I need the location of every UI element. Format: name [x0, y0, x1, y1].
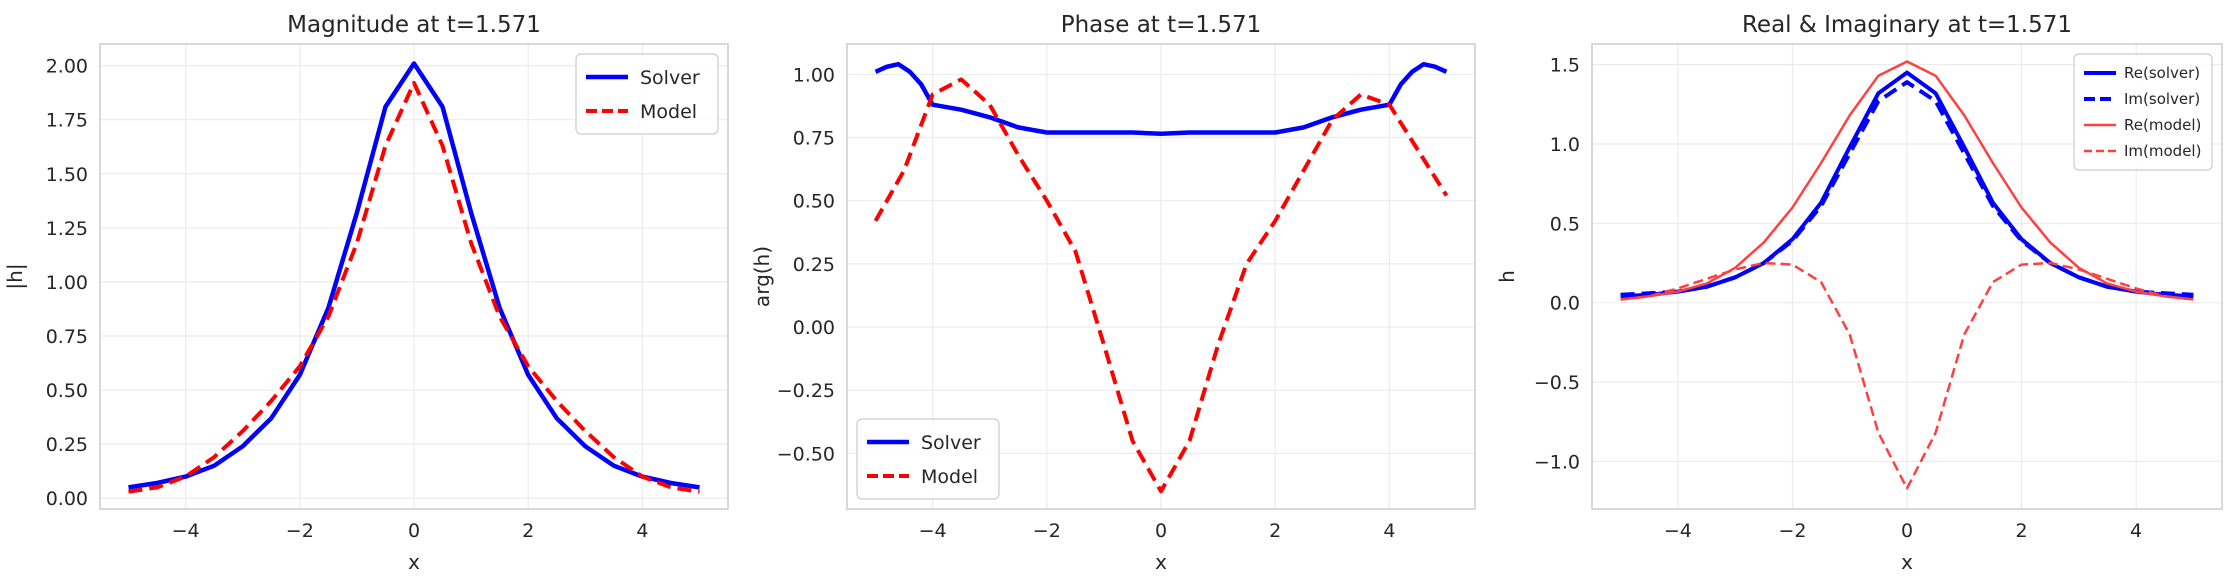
series-line-2	[873, 77, 1449, 494]
x-tick-label: 2	[1269, 520, 1281, 542]
x-tick-label: 2	[2015, 520, 2027, 542]
series-line-1	[128, 61, 700, 490]
x-axis-label: x	[408, 550, 420, 574]
legend-box	[2073, 53, 2213, 171]
y-tick-label: 0.00	[793, 317, 835, 339]
subplot-2: −4 −2 0 2 4 −0.50 −0.25 0.00 0.25 0.50 0.75 1.00 Pha…	[750, 12, 1476, 574]
x-tick-label: −2	[286, 520, 314, 542]
legend-box	[575, 53, 719, 135]
legend-label: Im(model)	[2124, 142, 2201, 160]
x-tick-label: 0	[1155, 520, 1167, 542]
y-tick-label: −0.25	[777, 380, 835, 402]
y-tick-label: 1.25	[46, 218, 88, 240]
y-tick-label: 0.5	[1550, 213, 1580, 235]
series-line-1	[874, 61, 1448, 136]
x-axis-label: x	[1901, 550, 1913, 574]
x-tick-label: 2	[522, 520, 534, 542]
series-line-2	[1620, 80, 2194, 297]
y-tick-label: 0.25	[793, 254, 835, 276]
x-tick-label: 0	[408, 520, 420, 542]
y-tick-label: 1.00	[46, 272, 88, 294]
legend-label: Im(solver)	[2124, 90, 2200, 108]
legend-label: Model	[640, 101, 697, 123]
y-tick-label: −1.0	[1534, 451, 1580, 473]
x-tick-label: −2	[1778, 520, 1806, 542]
legend: Solver Model	[856, 418, 1000, 500]
legend-label: Solver	[921, 432, 981, 454]
legend-label: Re(solver)	[2124, 64, 2200, 82]
y-tick-label: 1.75	[46, 110, 88, 132]
chart-title: Phase at t=1.571	[1061, 12, 1262, 38]
series-line-4	[1620, 261, 2194, 490]
axes-frame	[1591, 43, 2223, 510]
y-axis-label: |h|	[3, 263, 27, 289]
axes-frame	[846, 43, 1476, 510]
chart-title: Real & Imaginary at t=1.571	[1742, 12, 2072, 38]
y-tick-label: 0.00	[46, 488, 88, 510]
y-tick-label: 1.00	[793, 64, 835, 86]
subplot-3: −4 −2 0 2 4 −1.0 −0.5 0.0 0.5 1.0 1.5 Real & Imagin…	[1495, 12, 2223, 574]
x-tick-label: 4	[2130, 520, 2142, 542]
series-line-2	[128, 80, 700, 494]
legend-label: Solver	[640, 67, 700, 89]
x-tick-label: 4	[1383, 520, 1395, 542]
subplot-1: −4 −2 0 2 4 0.00 0.25 0.50 0.75 1.00 1.25 1.50 1.75 2…	[3, 12, 729, 574]
x-tick-label: 4	[636, 520, 648, 542]
y-tick-label: 0.0	[1550, 293, 1580, 315]
x-tick-label: 0	[1901, 520, 1913, 542]
y-tick-label: 0.50	[46, 380, 88, 402]
x-tick-label: −4	[919, 520, 947, 542]
y-tick-label: 1.50	[46, 164, 88, 186]
y-tick-label: −0.50	[777, 443, 835, 465]
x-tick-label: −2	[1033, 520, 1061, 542]
chart-title: Magnitude at t=1.571	[287, 12, 541, 38]
legend-label: Model	[921, 466, 978, 488]
x-tick-label: −4	[1664, 520, 1692, 542]
legend-box	[856, 418, 1000, 500]
y-tick-label: −0.5	[1534, 372, 1580, 394]
series-line-3	[1620, 60, 2194, 301]
x-axis-label: x	[1155, 550, 1167, 574]
y-tick-label: 1.5	[1550, 55, 1580, 77]
y-tick-label: 0.25	[46, 434, 88, 456]
y-tick-label: 0.50	[793, 191, 835, 213]
axes-frame	[99, 43, 729, 510]
y-tick-label: 1.0	[1550, 134, 1580, 156]
y-tick-label: 0.75	[793, 128, 835, 150]
y-axis-label: arg(h)	[750, 246, 774, 307]
y-axis-label: h	[1495, 270, 1519, 283]
legend-label: Re(model)	[2124, 116, 2201, 134]
y-tick-label: 2.00	[46, 56, 88, 78]
y-tick-label: 0.75	[46, 326, 88, 348]
legend: Solver Model	[575, 53, 719, 135]
x-tick-label: −4	[172, 520, 200, 542]
legend: Re(solver) Im(solver) Re(model) Im(model)	[2073, 53, 2213, 171]
